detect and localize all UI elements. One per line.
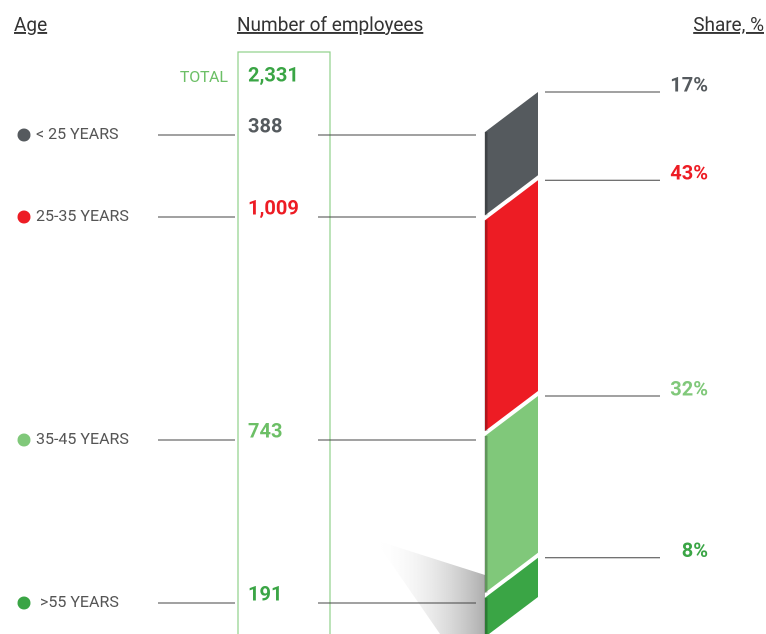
age-label: 35-45 YEARS	[36, 429, 129, 448]
share-header: Share, %	[693, 13, 764, 36]
segment	[485, 180, 538, 431]
share-label: 32%	[670, 376, 708, 400]
segment	[485, 92, 538, 216]
shadow	[375, 540, 485, 634]
count-box	[237, 51, 331, 634]
age-dot	[17, 210, 31, 224]
count-label: 743	[248, 418, 282, 442]
age-label: < 25 YEARS	[36, 124, 119, 143]
count-header: Number of employees	[237, 13, 423, 36]
age-dot	[17, 433, 31, 447]
count-label: 191	[248, 581, 282, 605]
share-label: 17%	[670, 72, 708, 96]
share-label: 8%	[682, 538, 708, 562]
total-text: TOTAL	[180, 67, 228, 86]
age-dot	[17, 128, 31, 142]
age-dot	[17, 596, 31, 610]
count-label: 388	[248, 113, 282, 137]
count-label: 1,009	[248, 195, 299, 219]
share-label: 43%	[670, 161, 708, 185]
age-header: Age	[14, 13, 47, 36]
segment	[485, 557, 538, 634]
segment	[485, 396, 538, 593]
age-label: >55 YEARS	[40, 592, 119, 611]
age-label: 25-35 YEARS	[36, 206, 129, 225]
total-value: 2,331	[248, 62, 299, 86]
